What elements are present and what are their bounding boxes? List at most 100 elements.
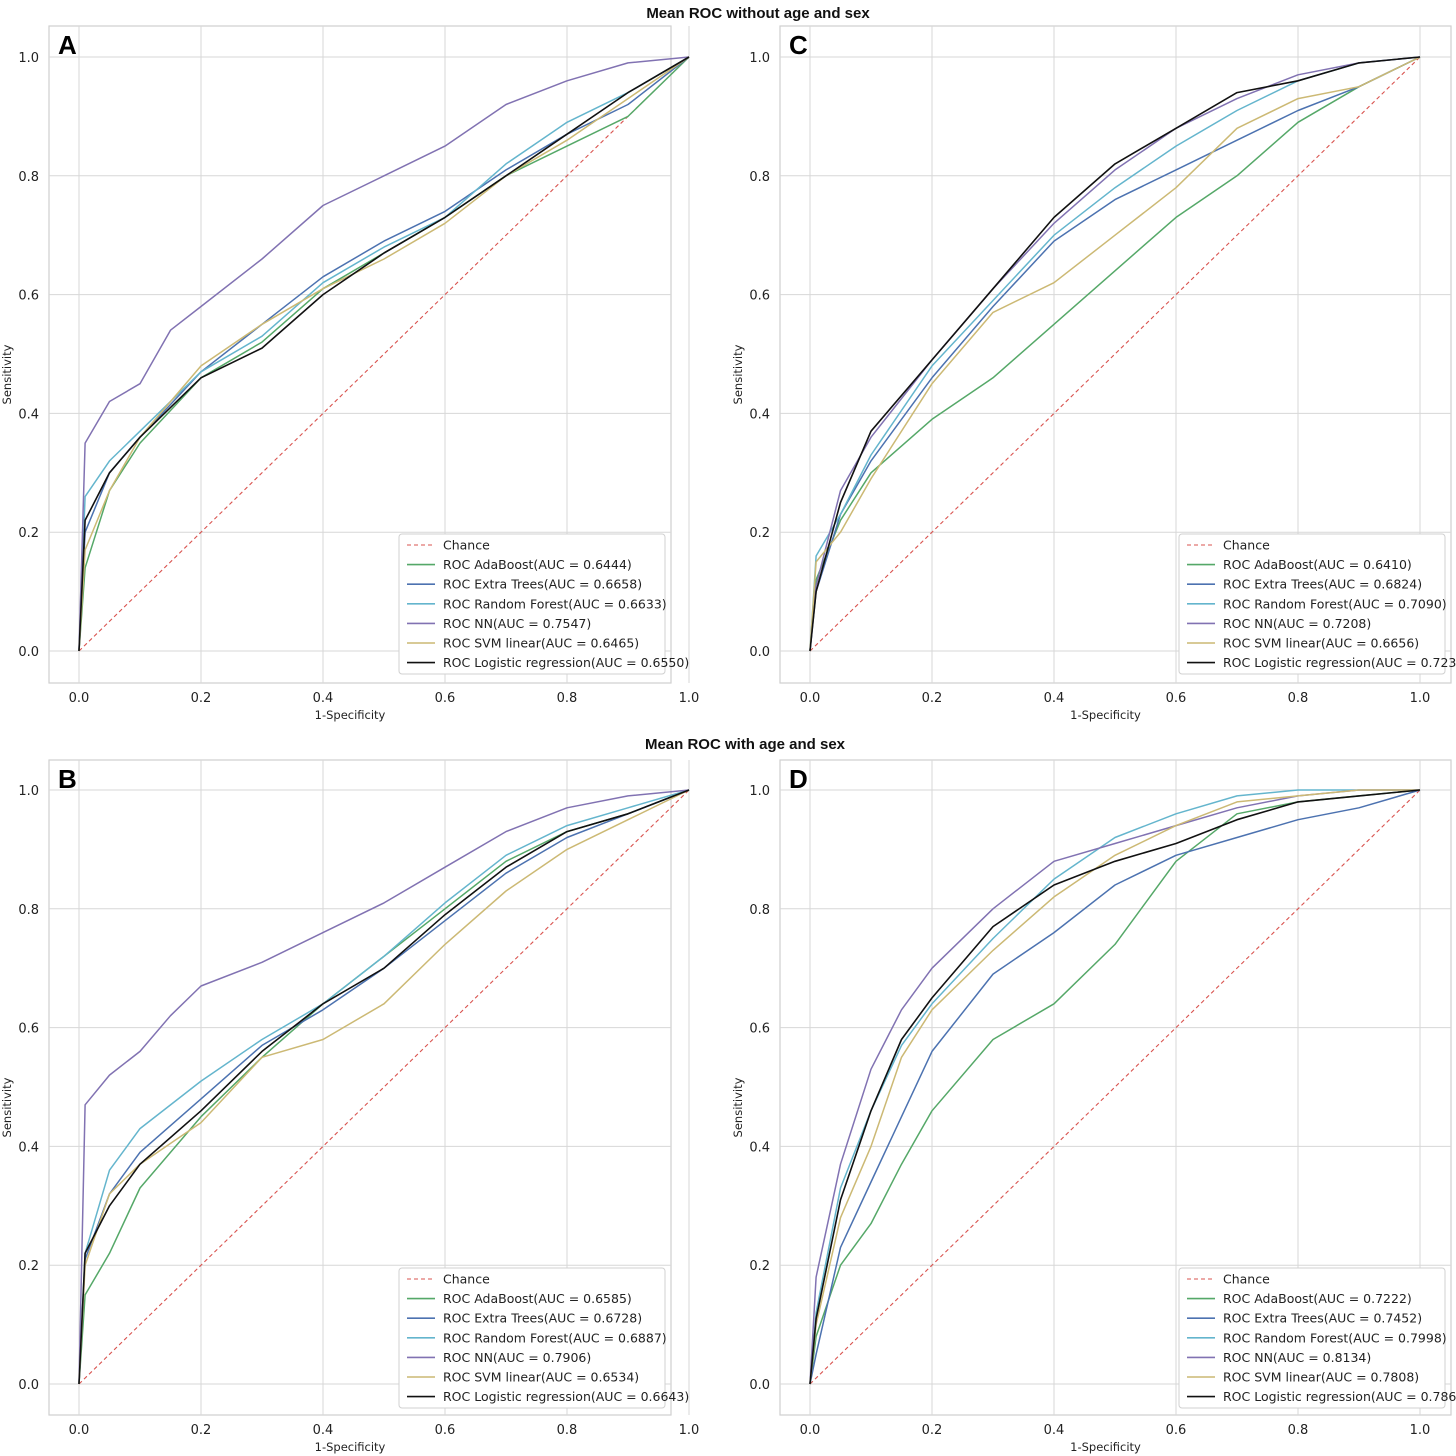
x-tick-label: 1.0 (679, 691, 700, 706)
y-tick-label: 0.4 (18, 407, 39, 422)
x-axis-label: 1-Specificity (1070, 708, 1141, 722)
legend-entry: ROC AdaBoost(AUC = 0.7222) (1223, 1291, 1412, 1306)
y-tick-label: 1.0 (749, 51, 770, 66)
series-line-logistic-regression (809, 789, 1421, 1385)
legend-entry: ROC Random Forest(AUC = 0.6633) (443, 596, 667, 611)
x-tick-label: 0.4 (1044, 1423, 1065, 1438)
x-tick-label: 0.6 (435, 1423, 456, 1438)
x-tick-label: 0.4 (313, 691, 334, 706)
x-tick-label: 0.2 (922, 691, 943, 706)
y-tick-label: 0.0 (749, 645, 770, 660)
series-line-logistic-regression (78, 56, 690, 652)
legend-entry: ROC SVM linear(AUC = 0.6534) (443, 1370, 639, 1385)
legend-entry: ROC Extra Trees(AUC = 0.6824) (1223, 577, 1422, 592)
panel-c: 0.0 0.2 0.4 0.6 0.8 1.0 0.0 0.2 0.4 0.6 0.8 1.0 1-Sp… (731, 25, 1456, 722)
y-tick-label: 0.8 (18, 903, 39, 918)
x-axis-label: 1-Specificity (1070, 1440, 1141, 1454)
legend: Chance ROC AdaBoost(AUC = 0.6585) ROC Extr… (398, 1267, 689, 1409)
legend-entry: ROC Extra Trees(AUC = 0.6658) (443, 577, 642, 592)
series-line-adaboost (809, 789, 1421, 1385)
series-line-svm-linear (809, 56, 1421, 652)
legend-entry: ROC Random Forest(AUC = 0.7090) (1223, 596, 1447, 611)
legend-entry: ROC NN(AUC = 0.7906) (443, 1350, 591, 1365)
series-line-extra-trees (809, 789, 1421, 1385)
y-tick-label: 0.4 (749, 407, 770, 422)
legend-entry: ROC NN(AUC = 0.8134) (1223, 1350, 1371, 1365)
panel-letter: D (789, 764, 808, 794)
y-tick-label: 0.8 (18, 170, 39, 185)
legend-entry: ROC Logistic regression(AUC = 0.6643) (443, 1389, 689, 1404)
series-line-nn (78, 789, 690, 1385)
y-tick-label: 0.6 (749, 1022, 770, 1037)
x-tick-label: 0.4 (1044, 691, 1065, 706)
top-title: Mean ROC without age and sex (646, 5, 870, 22)
panels-container: 0.0 0.2 0.4 0.6 0.8 1.0 0.0 0.2 0.4 0.6 0.8 1.0 1-Sp… (0, 25, 1456, 1454)
series-line-chance (78, 56, 690, 652)
legend-entry: ROC Logistic regression(AUC = 0.7239) (1223, 655, 1456, 670)
x-tick-label: 0.6 (435, 691, 456, 706)
panel-letter: B (58, 764, 77, 794)
y-tick-label: 1.0 (749, 784, 770, 799)
x-tick-label: 0.6 (1166, 691, 1187, 706)
legend: Chance ROC AdaBoost(AUC = 0.6410) ROC Extr… (1178, 533, 1456, 675)
legend-entry: ROC AdaBoost(AUC = 0.6585) (443, 1291, 632, 1306)
y-tick-label: 0.4 (749, 1140, 770, 1155)
legend-entry: ROC Extra Trees(AUC = 0.6728) (443, 1311, 642, 1326)
y-tick-label: 0.8 (749, 170, 770, 185)
y-tick-label: 0.6 (18, 289, 39, 304)
series-line-svm-linear (809, 789, 1420, 1385)
legend-box (1178, 1267, 1446, 1409)
legend-entry: ROC Extra Trees(AUC = 0.7452) (1223, 1311, 1422, 1326)
panel-d: 0.0 0.2 0.4 0.6 0.8 1.0 0.0 0.2 0.4 0.6 0.8 1.0 1-Sp… (731, 759, 1456, 1454)
series-line-adaboost (809, 56, 1421, 652)
y-tick-label: 0.2 (18, 526, 39, 541)
x-tick-label: 0.2 (191, 691, 212, 706)
legend-entry: ROC AdaBoost(AUC = 0.6444) (443, 557, 632, 572)
legend-entry: ROC NN(AUC = 0.7208) (1223, 616, 1371, 631)
legend-entry: Chance (1223, 1272, 1270, 1287)
y-tick-label: 0.0 (749, 1378, 770, 1393)
x-tick-label: 0.8 (1288, 691, 1309, 706)
x-axis-label: 1-Specificity (315, 1440, 386, 1454)
legend-entry: ROC SVM linear(AUC = 0.6465) (443, 636, 639, 651)
panel-letter: C (789, 30, 808, 60)
y-axis-label: Sensitivity (731, 344, 745, 404)
legend-box (1178, 533, 1446, 675)
series-line-logistic-regression (78, 789, 690, 1385)
x-axis-label: 1-Specificity (315, 708, 386, 722)
series-line-chance (809, 789, 1421, 1385)
x-tick-label: 0.4 (313, 1423, 334, 1438)
x-tick-label: 1.0 (679, 1423, 700, 1438)
series-line-random-forest (78, 56, 690, 652)
legend-entry: ROC SVM linear(AUC = 0.7808) (1223, 1370, 1419, 1385)
x-tick-label: 0.8 (1288, 1423, 1309, 1438)
series-line-svm-linear (78, 56, 690, 652)
series-line-nn (78, 56, 690, 652)
legend-entry: ROC AdaBoost(AUC = 0.6410) (1223, 557, 1412, 572)
y-axis-label: Sensitivity (0, 344, 14, 404)
panel-letter: A (58, 30, 77, 60)
y-tick-label: 0.0 (18, 1378, 39, 1393)
legend-entry: ROC Logistic regression(AUC = 0.6550) (443, 655, 689, 670)
y-tick-label: 1.0 (18, 784, 39, 799)
x-tick-label: 0.0 (800, 691, 821, 706)
series-line-nn (809, 56, 1421, 652)
y-axis-label: Sensitivity (731, 1077, 745, 1137)
y-axis-label: Sensitivity (0, 1077, 14, 1137)
x-tick-label: 0.8 (557, 1423, 578, 1438)
y-tick-label: 0.2 (749, 1259, 770, 1274)
x-tick-label: 1.0 (1410, 691, 1431, 706)
legend: Chance ROC AdaBoost(AUC = 0.6444) ROC Extr… (398, 533, 689, 675)
series-line-random-forest (809, 789, 1420, 1385)
y-tick-label: 0.2 (749, 526, 770, 541)
x-tick-label: 0.8 (557, 691, 578, 706)
legend-box (398, 533, 666, 675)
y-tick-label: 0.8 (749, 903, 770, 918)
legend-entry: Chance (443, 1272, 490, 1287)
legend-entry: ROC NN(AUC = 0.7547) (443, 616, 591, 631)
bottom-title: Mean ROC with age and sex (645, 736, 846, 753)
legend-entry: ROC Logistic regression(AUC = 0.7863) (1223, 1389, 1456, 1404)
legend: Chance ROC AdaBoost(AUC = 0.7222) ROC Extr… (1178, 1267, 1456, 1409)
y-tick-label: 0.0 (18, 645, 39, 660)
